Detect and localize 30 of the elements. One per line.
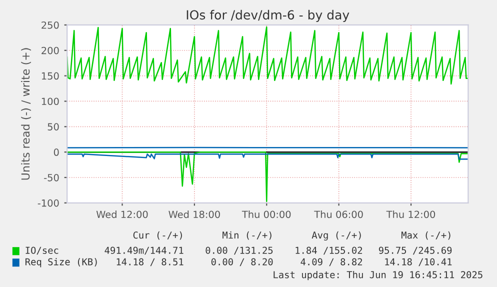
x-tick-label: Thu 12:00 <box>386 210 436 218</box>
y-axis-title: Units read (-) / write (+) <box>21 48 31 180</box>
text: Min (-/+) <box>222 231 272 240</box>
text: 1.84 /155.02 <box>296 246 362 255</box>
text: 491.49m/144.71 <box>104 246 184 255</box>
text: Avg (-/+) <box>312 231 361 241</box>
text: Max (-/+) <box>401 231 450 240</box>
y-tick-label: -50 <box>44 174 59 182</box>
legend-label: IO/sec <box>26 246 58 255</box>
text: 14.18 / 8.51 <box>116 258 184 266</box>
text: 0.00 / 8.20 <box>211 258 273 266</box>
x-tick-label: Thu 00:00 <box>242 210 291 218</box>
text: Cur (-/+) <box>133 231 182 240</box>
text: 95.75 /245.69 <box>378 246 452 255</box>
chart-title: IOs for /dev/dm-6 - by day <box>186 10 350 22</box>
y-tick-label: 150 <box>42 72 59 80</box>
y-tick-label: 0 <box>54 148 59 156</box>
legend-label: Req Size (KB) <box>26 258 97 268</box>
x-tick-label: Thu 06:00 <box>314 210 363 218</box>
text: 4.09 / 8.82 <box>300 258 362 266</box>
text: Last update: Thu Jun 19 16:45:11 2025 <box>274 270 482 280</box>
x-tick-label: Wed 18:00 <box>168 210 220 218</box>
y-tick-label: 200 <box>42 46 59 54</box>
x-tick-label: Wed 12:00 <box>96 210 148 218</box>
y-tick-label: 250 <box>42 21 59 29</box>
y-tick-label: -100 <box>38 199 59 207</box>
y-tick-label: 100 <box>42 98 59 106</box>
y-tick-label: 50 <box>48 123 59 130</box>
text: 14.18 /10.41 <box>385 258 452 266</box>
text: 0.00 /131.25 <box>206 246 273 255</box>
